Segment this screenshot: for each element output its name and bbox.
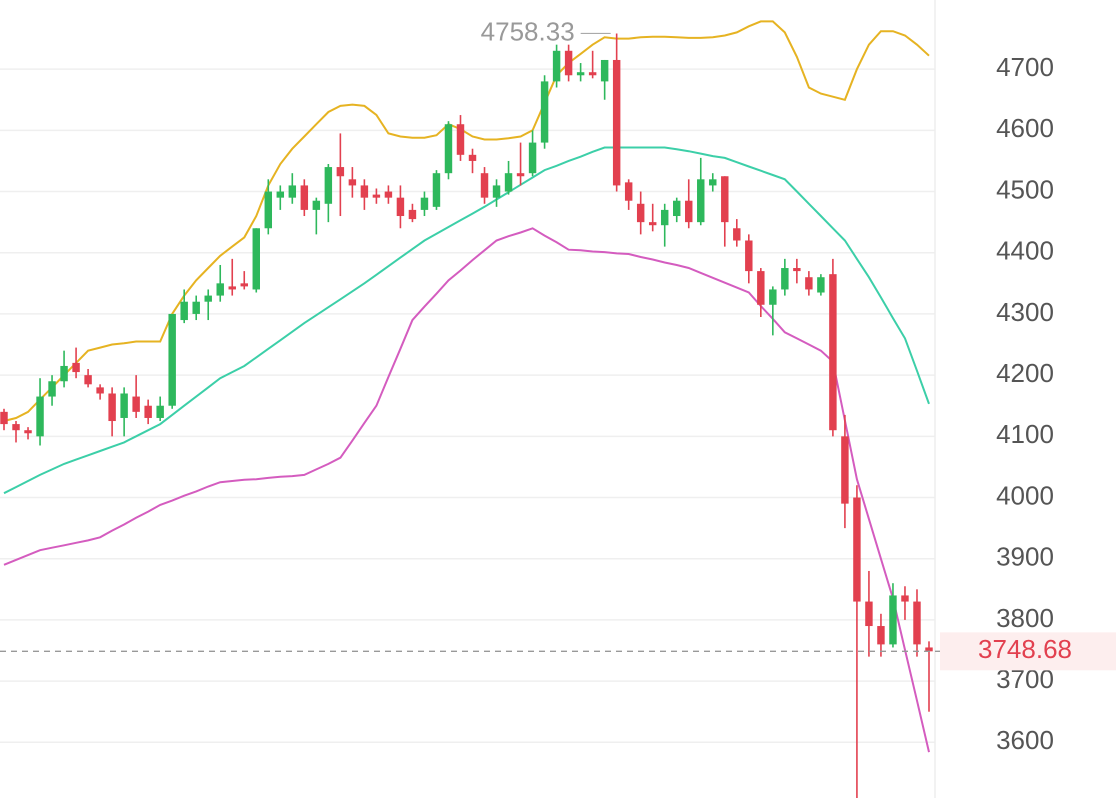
candle-body [757,271,765,305]
candle-body [540,81,549,143]
grid [0,68,935,744]
candle-body [180,301,188,321]
candle-body [384,191,393,198]
candle-body [841,436,849,504]
candle-body [156,405,164,418]
candle-body [324,167,333,204]
candle-body [168,313,176,406]
candle-body [877,626,885,645]
max-label: 4758.33 [481,16,575,46]
candle-body [420,197,429,210]
candle-body [48,381,56,397]
candle-body [216,283,224,296]
band-line [3,146,930,495]
candle-body [504,173,513,192]
candle-body [781,268,789,290]
candle-body [120,393,128,418]
candle-body [84,375,92,385]
candle-body [372,194,381,198]
candle-body [612,59,621,186]
candle-body [300,185,309,210]
candle-body [144,405,152,418]
candle-body [673,200,681,217]
candle-body [769,289,777,305]
candle-body [24,430,32,434]
candle-body [709,179,717,186]
y-tick-label: 4700 [996,52,1054,82]
y-tick-label: 4100 [996,419,1054,449]
candle-body [528,142,537,174]
candle-body [901,595,909,602]
candle-body [733,228,741,241]
candle-body [492,185,501,198]
candle-body [588,72,597,76]
last-price-box [940,632,1116,671]
candle-body [408,209,417,220]
candle-body [348,179,357,186]
candle-body [468,154,477,161]
candle-body [396,197,405,217]
y-tick-label: 4500 [996,174,1054,204]
candle-body [817,277,825,293]
candle-body [636,203,645,223]
candle-body [276,191,285,198]
candle-body [252,228,260,290]
candle-body [865,601,873,627]
candle-body [576,72,585,76]
candle-body [648,222,657,226]
candle-body [60,365,68,382]
candle-body [913,601,921,645]
candle-body [829,274,837,431]
band-line [3,227,930,753]
candle-body [0,411,8,425]
candle-body [108,393,116,422]
candle-body [480,173,489,198]
candle-body [192,301,200,314]
candle-body [96,387,104,394]
candle-body [264,191,273,229]
candle-body [697,179,705,223]
candle-body [36,396,44,437]
last-price-label: 3748.68 [978,634,1072,664]
candle-body [240,283,248,287]
candle-body [853,497,861,602]
y-tick-label: 4000 [996,480,1054,510]
candle-body [132,396,140,412]
candle-body [889,595,897,645]
candle-body [745,240,753,272]
candle-body [312,200,321,210]
candle-body [360,185,369,198]
y-tick-label: 4200 [996,358,1054,388]
y-tick-label: 3800 [996,603,1054,633]
candle-body [600,59,609,82]
y-tick-label: 4300 [996,297,1054,327]
candle-body [925,647,933,652]
candle-body [288,185,297,198]
candle-body [456,124,465,155]
candle-body [516,173,525,177]
candle-body [660,209,669,226]
candle-body [552,50,561,82]
candle-body [12,424,20,431]
candle-body [624,182,633,201]
y-tick-label: 4600 [996,113,1054,143]
band-line [3,20,930,422]
candle-body [721,176,729,223]
candle-body [444,124,453,174]
candle-body [432,173,441,207]
candle-body [72,362,80,373]
candle-body [228,286,236,290]
y-tick-label: 4400 [996,236,1054,266]
candle-body [336,167,345,177]
y-tick-label: 3900 [996,542,1054,572]
candle-body [685,200,693,223]
candle-body [564,50,573,76]
plot-area [0,20,933,798]
y-tick-label: 3600 [996,725,1054,755]
candle-body [204,295,212,302]
candle-body [805,277,813,290]
candle-body [793,268,801,272]
